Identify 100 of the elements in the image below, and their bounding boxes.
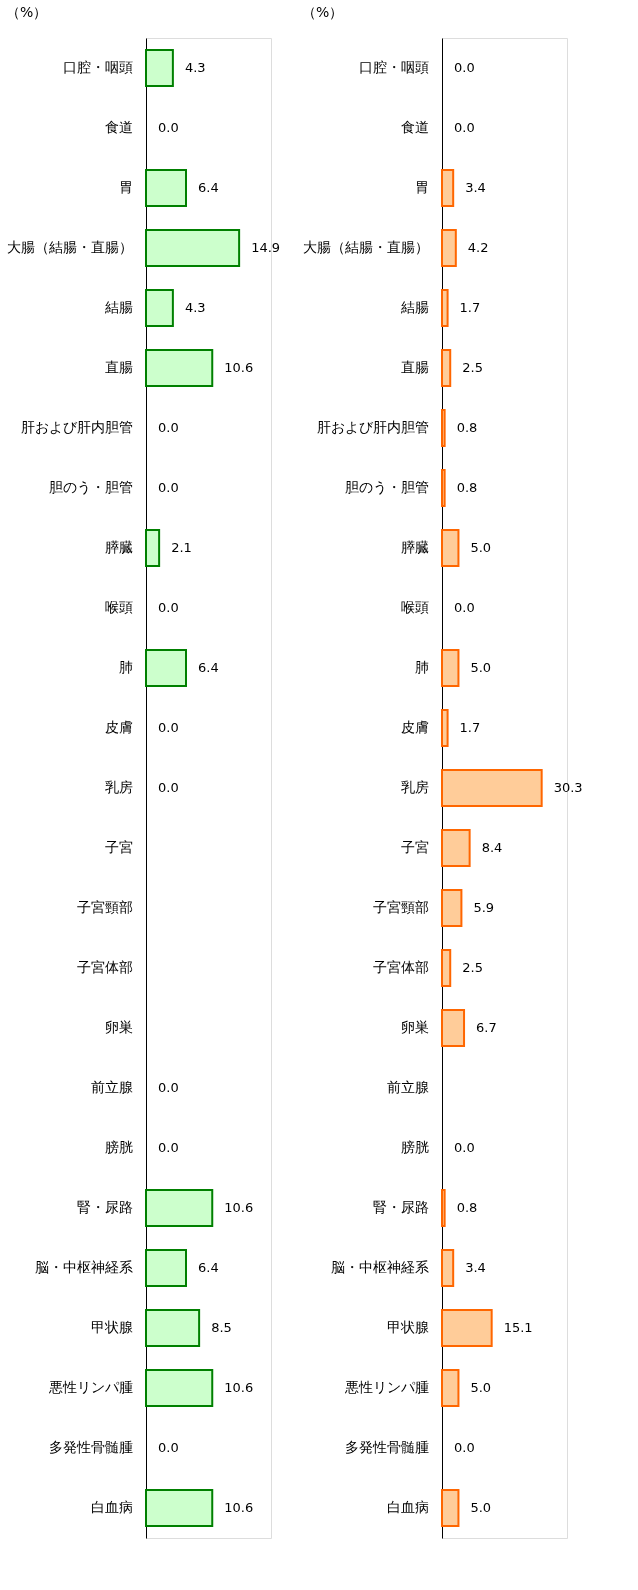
data-label: 5.9 <box>473 900 495 915</box>
data-label: 2.1 <box>171 540 192 555</box>
bar <box>145 169 187 207</box>
y-tick-label: 前立腺 <box>386 1079 429 1095</box>
y-tick-label: 子宮体部 <box>76 959 133 975</box>
y-tick-label: 直腸 <box>104 359 133 375</box>
y-tick-label: 胆のう・胆管 <box>344 479 429 495</box>
data-label: 6.7 <box>476 1020 497 1035</box>
bar <box>441 529 460 567</box>
bar <box>145 1249 187 1287</box>
y-tick-label: 乳房 <box>104 779 133 795</box>
data-label: 5.0 <box>470 540 492 555</box>
y-tick-label: 膀胱 <box>400 1139 429 1155</box>
y-tick-label: 結腸 <box>399 299 429 315</box>
data-label: 0.0 <box>454 120 475 135</box>
y-tick-label: 乳房 <box>400 779 429 795</box>
data-label: 6.4 <box>198 1260 219 1275</box>
text: （%） <box>6 4 48 20</box>
data-label: 0.0 <box>158 480 179 495</box>
data-label: 0.0 <box>454 600 475 615</box>
data-label: 0.0 <box>454 1140 475 1155</box>
y-tick-label: 肝および肝内胆管 <box>20 419 133 435</box>
y-tick-label: 子宮頸部 <box>372 899 429 915</box>
data-label: 2.5 <box>462 360 483 375</box>
data-label: 5.0 <box>470 660 492 675</box>
y-tick-label: 喉頭 <box>400 599 429 615</box>
y-tick-label: 子宮頸部 <box>76 899 133 915</box>
y-tick-label: 喉頭 <box>104 599 133 615</box>
y-tick-label: 皮膚 <box>104 719 133 735</box>
y-tick-label: 膵臓 <box>104 539 133 555</box>
y-tick-label: 食道 <box>400 119 429 135</box>
y-tick-label: 膵臓 <box>400 539 429 555</box>
data-label: 10.6 <box>224 1380 254 1395</box>
y-tick-label: 子宮体部 <box>372 959 429 975</box>
y-tick-label: 卵巣 <box>400 1019 429 1035</box>
y-tick-label: 脳・中枢神経系 <box>330 1259 429 1275</box>
data-label: 10.6 <box>224 360 254 375</box>
data-label: 8.4 <box>481 840 503 855</box>
bar <box>145 1369 214 1407</box>
data-label: 0.0 <box>158 1080 179 1095</box>
bar <box>441 709 449 747</box>
bar <box>441 769 543 807</box>
data-label: 0.0 <box>158 600 179 615</box>
y-tick-label: 胃 <box>414 179 429 195</box>
data-label: 5.0 <box>470 1380 492 1395</box>
bar <box>441 1309 493 1347</box>
y-tick-label: 直腸 <box>400 359 429 375</box>
data-label: 0.0 <box>158 420 179 435</box>
data-label: 14.9 <box>251 240 281 255</box>
y-tick-label: 子宮 <box>104 839 133 855</box>
y-tick-label: 甲状腺 <box>386 1319 429 1335</box>
data-label: 15.1 <box>503 1320 533 1335</box>
data-label: 4.2 <box>467 240 489 255</box>
y-tick-label: 甲状腺 <box>90 1319 133 1335</box>
y-tick-label: 胆のう・胆管 <box>48 479 133 495</box>
bar <box>441 1249 455 1287</box>
y-tick-label: 肺 <box>118 659 133 675</box>
data-label: 10.6 <box>224 1500 254 1515</box>
data-label: 1.7 <box>459 300 481 315</box>
y-tick-label: 前立腺 <box>90 1079 133 1095</box>
y-tick-label: 食道 <box>104 119 133 135</box>
bar <box>441 229 457 267</box>
y-tick-label: 多発性骨髄腫 <box>344 1439 429 1455</box>
bar <box>441 649 460 687</box>
data-label: 0.0 <box>158 1440 179 1455</box>
y-tick-label: 悪性リンパ腫 <box>343 1379 429 1395</box>
bar <box>145 349 214 387</box>
bar <box>441 889 463 927</box>
data-label: 30.3 <box>553 780 583 795</box>
bar <box>145 1189 214 1227</box>
bar <box>145 1309 201 1347</box>
bar <box>441 169 455 207</box>
bar <box>441 949 452 987</box>
bar <box>145 49 174 87</box>
bar <box>145 529 161 567</box>
bar <box>441 1369 460 1407</box>
y-tick-label: 口腔・咽頭 <box>358 59 429 75</box>
data-label: 0.0 <box>158 1140 179 1155</box>
data-label: 0.0 <box>158 720 179 735</box>
bar <box>441 1189 446 1227</box>
bar <box>441 469 446 507</box>
y-tick-label: 白血病 <box>90 1499 133 1515</box>
bar <box>441 1009 466 1047</box>
data-label: 8.5 <box>211 1320 232 1335</box>
bar <box>441 289 449 327</box>
data-label: 2.5 <box>462 960 483 975</box>
data-label: 0.8 <box>456 480 478 495</box>
data-label: 4.3 <box>184 60 206 75</box>
data-label: 0.0 <box>454 60 475 75</box>
y-tick-label: 肝および肝内胆管 <box>316 419 429 435</box>
data-label: 4.3 <box>184 300 206 315</box>
data-label: 3.4 <box>465 1260 486 1275</box>
y-tick-label: 悪性リンパ腫 <box>47 1379 133 1395</box>
data-label: 0.0 <box>454 1440 475 1455</box>
y-tick-label: 子宮 <box>400 839 429 855</box>
y-tick-label: 腎・尿路 <box>372 1199 429 1215</box>
data-label: 1.7 <box>459 720 481 735</box>
bar <box>145 1489 214 1527</box>
bar <box>145 649 187 687</box>
y-tick-label: 白血病 <box>386 1499 429 1515</box>
